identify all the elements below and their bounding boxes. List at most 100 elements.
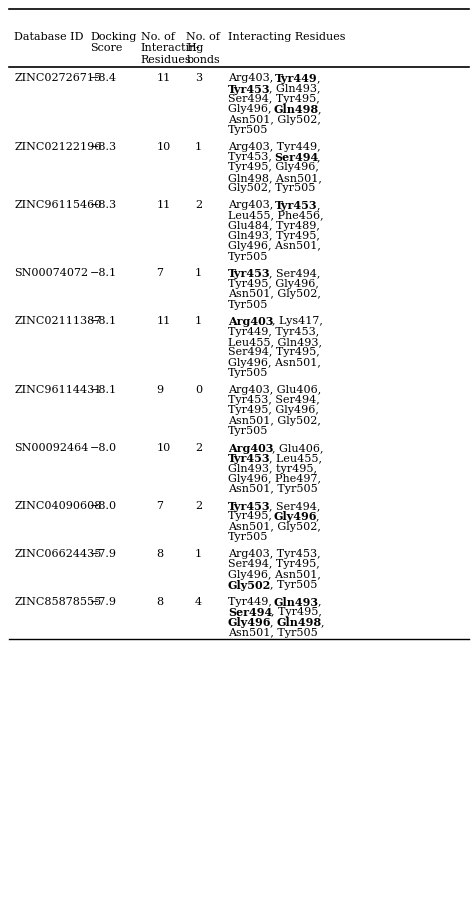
Text: Interacting: Interacting bbox=[140, 43, 204, 53]
Text: ,: , bbox=[317, 199, 320, 210]
Text: ,: , bbox=[320, 617, 324, 627]
Text: Tyr505: Tyr505 bbox=[228, 425, 268, 436]
Text: Arg403,: Arg403, bbox=[228, 199, 277, 210]
Text: Tyr453, Ser494,: Tyr453, Ser494, bbox=[228, 394, 319, 404]
Text: 9: 9 bbox=[156, 384, 164, 394]
Text: Gly502, Tyr505: Gly502, Tyr505 bbox=[228, 183, 315, 193]
Text: 11: 11 bbox=[156, 316, 171, 326]
Text: Asn501, Gly502,: Asn501, Gly502, bbox=[228, 289, 321, 299]
Text: ZINC02726715: ZINC02726715 bbox=[14, 74, 101, 83]
Text: , Leu455,: , Leu455, bbox=[269, 453, 322, 463]
Text: Database ID: Database ID bbox=[14, 31, 83, 41]
Text: 2: 2 bbox=[195, 199, 202, 210]
Text: Tyr505: Tyr505 bbox=[228, 368, 268, 378]
Text: Asn501, Tyr505: Asn501, Tyr505 bbox=[228, 627, 318, 637]
Text: Ser494: Ser494 bbox=[274, 152, 318, 163]
Text: Gln498: Gln498 bbox=[277, 617, 322, 628]
Text: Tyr453: Tyr453 bbox=[228, 268, 271, 279]
Text: −8.1: −8.1 bbox=[90, 268, 117, 278]
Text: 11: 11 bbox=[156, 199, 171, 210]
Text: Asn501, Gly502,: Asn501, Gly502, bbox=[228, 521, 321, 531]
Text: ZINC04090608: ZINC04090608 bbox=[14, 501, 101, 510]
Text: , Ser494,: , Ser494, bbox=[269, 501, 320, 510]
Text: ,: , bbox=[270, 617, 277, 627]
Text: Tyr449: Tyr449 bbox=[275, 74, 318, 85]
Text: Tyr453: Tyr453 bbox=[228, 453, 271, 464]
Text: No. of: No. of bbox=[186, 31, 220, 41]
Text: SN00092464: SN00092464 bbox=[14, 442, 89, 452]
Text: Tyr505: Tyr505 bbox=[228, 252, 268, 261]
Text: Asn501, Gly502,: Asn501, Gly502, bbox=[228, 415, 321, 425]
Text: −8.3: −8.3 bbox=[90, 142, 117, 152]
Text: −7.9: −7.9 bbox=[90, 596, 117, 606]
Text: Tyr495, Gly496,: Tyr495, Gly496, bbox=[228, 163, 319, 172]
Text: Ser494, Tyr495,: Ser494, Tyr495, bbox=[228, 94, 319, 104]
Text: Asn501, Gly502,: Asn501, Gly502, bbox=[228, 115, 321, 125]
Text: Gln493, tyr495,: Gln493, tyr495, bbox=[228, 463, 317, 473]
Text: 8: 8 bbox=[156, 549, 164, 558]
Text: 11: 11 bbox=[156, 74, 171, 83]
Text: 10: 10 bbox=[156, 442, 171, 452]
Text: ,: , bbox=[317, 74, 320, 83]
Text: −8.0: −8.0 bbox=[90, 501, 117, 510]
Text: ,: , bbox=[317, 152, 320, 162]
Text: Docking: Docking bbox=[90, 31, 137, 41]
Text: ,: , bbox=[317, 104, 321, 114]
Text: Tyr505: Tyr505 bbox=[228, 125, 268, 135]
Text: Gly496, Asn501,: Gly496, Asn501, bbox=[228, 357, 321, 368]
Text: −8.1: −8.1 bbox=[90, 384, 117, 394]
Text: −8.0: −8.0 bbox=[90, 442, 117, 452]
Text: ,: , bbox=[318, 596, 321, 606]
Text: −8.4: −8.4 bbox=[90, 74, 117, 83]
Text: Tyr505: Tyr505 bbox=[228, 531, 268, 541]
Text: Arg403, Tyr453,: Arg403, Tyr453, bbox=[228, 549, 320, 558]
Text: Gly496: Gly496 bbox=[274, 511, 317, 522]
Text: , Tyr505: , Tyr505 bbox=[270, 579, 317, 589]
Text: Ser494: Ser494 bbox=[228, 607, 272, 618]
Text: Arg403, Glu406,: Arg403, Glu406, bbox=[228, 384, 321, 394]
Text: SN00074072: SN00074072 bbox=[14, 268, 88, 278]
Text: Tyr449, Tyr453,: Tyr449, Tyr453, bbox=[228, 326, 319, 336]
Text: 1: 1 bbox=[195, 268, 202, 278]
Text: 8: 8 bbox=[156, 596, 164, 606]
Text: , Ser494,: , Ser494, bbox=[269, 268, 320, 278]
Text: 4: 4 bbox=[195, 596, 202, 606]
Text: Score: Score bbox=[90, 43, 122, 53]
Text: Gly502: Gly502 bbox=[228, 579, 271, 590]
Text: 3: 3 bbox=[195, 74, 202, 83]
Text: 10: 10 bbox=[156, 142, 171, 152]
Text: 7: 7 bbox=[156, 268, 164, 278]
Text: Gly496: Gly496 bbox=[228, 617, 272, 628]
Text: Tyr453,: Tyr453, bbox=[228, 152, 275, 162]
Text: −8.1: −8.1 bbox=[90, 316, 117, 326]
Text: Gln493, Tyr495,: Gln493, Tyr495, bbox=[228, 231, 320, 241]
Text: , Lys417,: , Lys417, bbox=[272, 316, 323, 326]
Text: Ser494, Tyr495,: Ser494, Tyr495, bbox=[228, 559, 319, 569]
Text: Leu455, Phe456,: Leu455, Phe456, bbox=[228, 210, 323, 220]
Text: Tyr505: Tyr505 bbox=[228, 300, 268, 309]
Text: Gly496, Asn501,: Gly496, Asn501, bbox=[228, 569, 321, 579]
Text: Gln498, Asn501,: Gln498, Asn501, bbox=[228, 173, 322, 183]
Text: Tyr453: Tyr453 bbox=[228, 501, 271, 512]
Text: Residues: Residues bbox=[140, 55, 191, 65]
Text: Arg403: Arg403 bbox=[228, 316, 273, 327]
Text: H-: H- bbox=[186, 43, 200, 53]
Text: Arg403, Tyr449,: Arg403, Tyr449, bbox=[228, 142, 320, 152]
Text: Gln493: Gln493 bbox=[274, 596, 319, 607]
Text: Tyr495,: Tyr495, bbox=[228, 511, 275, 521]
Text: 2: 2 bbox=[195, 501, 202, 510]
Text: 1: 1 bbox=[195, 142, 202, 152]
Text: ZINC06624435: ZINC06624435 bbox=[14, 549, 101, 558]
Text: Interacting Residues: Interacting Residues bbox=[228, 31, 346, 41]
Text: 1: 1 bbox=[195, 549, 202, 558]
Text: bonds: bonds bbox=[186, 55, 220, 65]
Text: 0: 0 bbox=[195, 384, 202, 394]
Text: , Tyr495,: , Tyr495, bbox=[271, 607, 322, 617]
Text: Tyr449,: Tyr449, bbox=[228, 596, 275, 606]
Text: ZINC96115460: ZINC96115460 bbox=[14, 199, 101, 210]
Text: , Gln493,: , Gln493, bbox=[269, 84, 321, 94]
Text: −8.3: −8.3 bbox=[90, 199, 117, 210]
Text: Glu484, Tyr489,: Glu484, Tyr489, bbox=[228, 221, 320, 231]
Text: Arg403: Arg403 bbox=[228, 442, 273, 453]
Text: Ser494, Tyr495,: Ser494, Tyr495, bbox=[228, 347, 319, 357]
